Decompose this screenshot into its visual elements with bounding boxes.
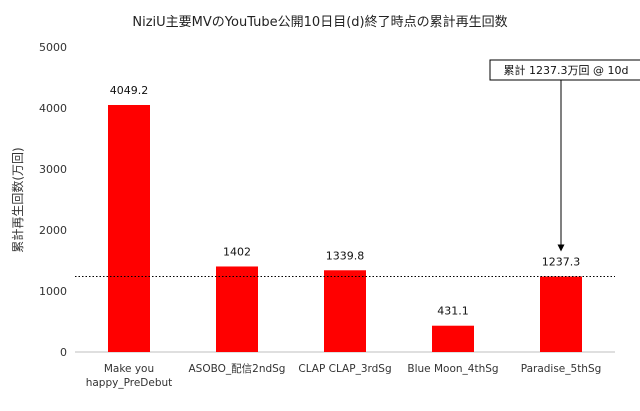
x-tick-label: Paradise_5thSg xyxy=(521,363,602,375)
value-labels: 4049.2 1402 1339.8 431.1 1237.3 xyxy=(110,84,581,318)
bar xyxy=(432,325,474,352)
bar xyxy=(216,266,258,352)
x-tick-label: CLAP CLAP_3rdSg xyxy=(298,363,391,375)
bar xyxy=(108,104,150,352)
category-labels: Make you happy_PreDebut ASOBO_配信2ndSg CLAP … xyxy=(86,363,602,389)
y-tick-label: 3000 xyxy=(39,163,67,176)
y-axis-ticks: 0 1000 2000 3000 4000 5000 xyxy=(39,41,67,359)
bar-value-label: 431.1 xyxy=(437,305,469,318)
y-axis-label: 累計再生回数(万回) xyxy=(10,147,25,252)
bar xyxy=(540,276,582,352)
y-tick-label: 1000 xyxy=(39,285,67,298)
y-tick-label: 2000 xyxy=(39,224,67,237)
annotation-text: 累計 1237.3万回 @ 10d xyxy=(504,63,629,77)
chart-title: NiziU主要MVのYouTube公開10日目(d)終了時点の累計再生回数 xyxy=(132,14,507,30)
bars xyxy=(108,104,582,352)
bar-value-label: 1237.3 xyxy=(542,256,581,269)
bar xyxy=(324,270,366,352)
x-tick-label: Make you happy_PreDebut xyxy=(86,363,173,389)
y-tick-label: 5000 xyxy=(39,41,67,54)
x-tick-label: ASOBO_配信2ndSg xyxy=(189,363,286,375)
y-tick-label: 4000 xyxy=(39,102,67,115)
annotation-box xyxy=(489,59,640,81)
bar-value-label: 1402 xyxy=(223,245,251,258)
annotation-group: 累計 1237.3万回 @ 10d xyxy=(489,59,640,252)
annotation-arrowhead xyxy=(557,244,565,252)
x-tick-label: Blue Moon_4thSg xyxy=(407,363,498,375)
bar-value-label: 1339.8 xyxy=(326,249,365,262)
bar-value-label: 4049.2 xyxy=(110,84,149,97)
y-tick-label: 0 xyxy=(60,346,67,359)
